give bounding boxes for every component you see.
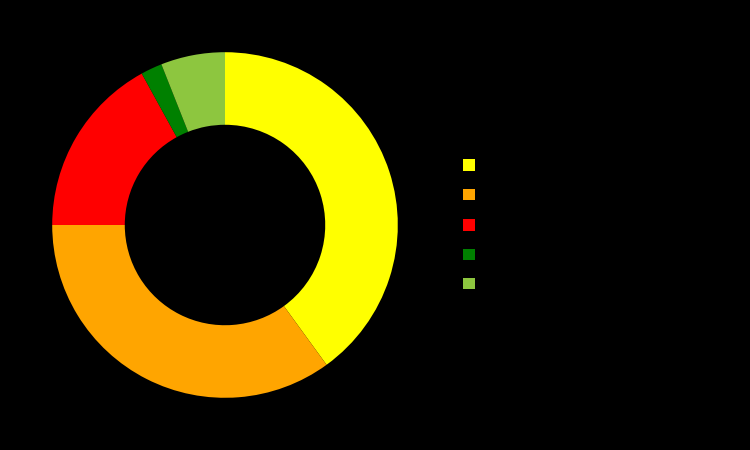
- Wedge shape: [225, 52, 398, 365]
- Legend: Electricidade 75 GWh, Gás 5 milhões m³, Água 644 mil m³, Combustível 1 milhão li: Electricidade 75 GWh, Gás 5 milhões m³, …: [456, 153, 662, 297]
- Wedge shape: [53, 73, 177, 225]
- Wedge shape: [161, 52, 225, 132]
- Wedge shape: [53, 225, 326, 398]
- Wedge shape: [142, 64, 188, 137]
